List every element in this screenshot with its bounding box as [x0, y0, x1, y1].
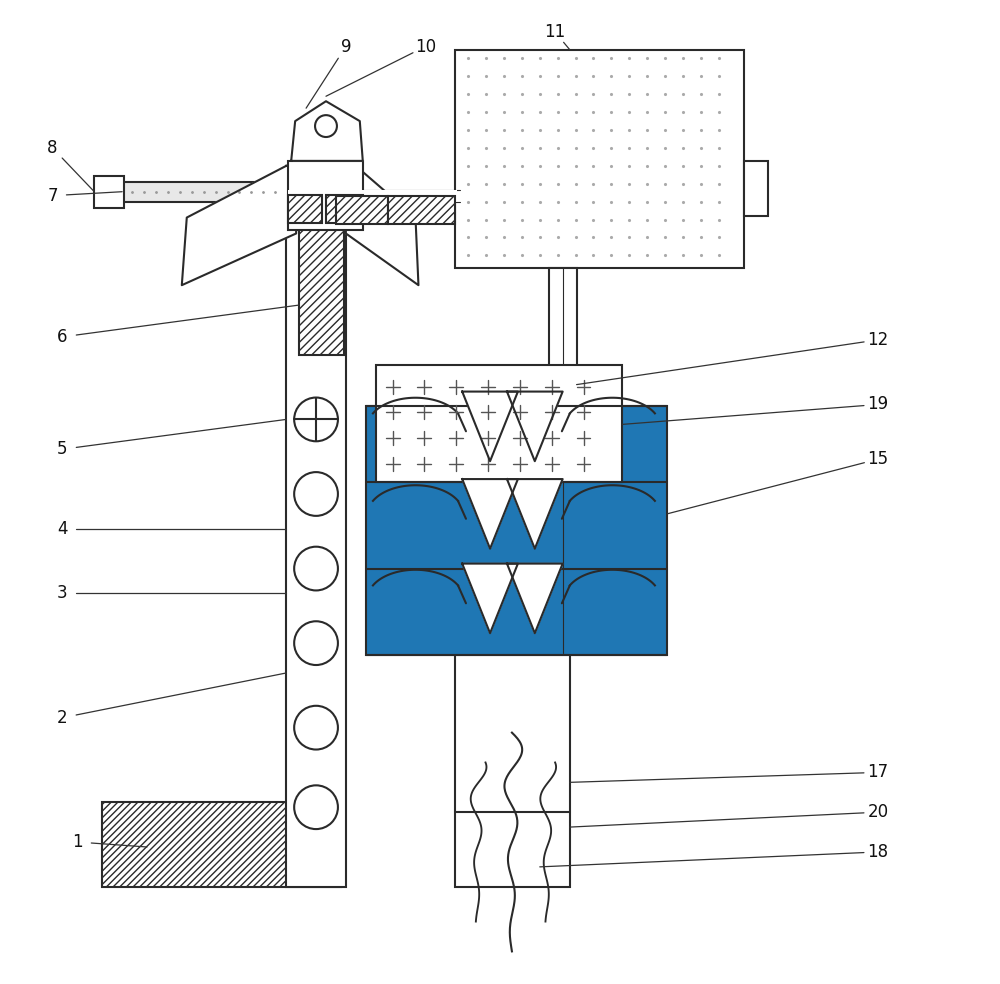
Bar — [366, 406, 667, 655]
Circle shape — [315, 115, 337, 137]
Bar — [336, 196, 388, 223]
Text: 17: 17 — [867, 764, 888, 781]
Polygon shape — [182, 166, 296, 285]
Text: 9: 9 — [341, 37, 351, 55]
Polygon shape — [346, 166, 418, 285]
Circle shape — [294, 398, 338, 441]
Bar — [549, 269, 577, 653]
Text: 6: 6 — [57, 328, 68, 346]
Text: 12: 12 — [867, 331, 888, 349]
Text: 11: 11 — [544, 23, 565, 40]
Text: 20: 20 — [867, 803, 888, 822]
Text: 19: 19 — [867, 396, 888, 413]
Polygon shape — [462, 479, 518, 549]
Bar — [299, 171, 344, 355]
Bar — [122, 182, 288, 202]
Polygon shape — [462, 392, 518, 461]
Circle shape — [294, 706, 338, 750]
Text: 8: 8 — [47, 139, 58, 157]
Text: 5: 5 — [57, 440, 68, 459]
Text: 3: 3 — [57, 584, 68, 602]
Polygon shape — [507, 479, 563, 549]
Circle shape — [294, 547, 338, 590]
Polygon shape — [507, 392, 563, 461]
Circle shape — [294, 785, 338, 830]
Text: 15: 15 — [867, 451, 888, 468]
Bar — [288, 160, 363, 230]
Text: 2: 2 — [57, 708, 68, 727]
Bar — [288, 195, 322, 222]
Bar — [744, 160, 768, 215]
Bar — [288, 190, 457, 202]
Bar — [326, 195, 363, 222]
Circle shape — [294, 472, 338, 516]
Polygon shape — [507, 564, 563, 633]
Circle shape — [294, 621, 338, 665]
Text: 10: 10 — [415, 37, 436, 55]
Text: 7: 7 — [47, 187, 58, 205]
Bar — [376, 365, 622, 482]
Text: 1: 1 — [72, 833, 83, 851]
Bar — [286, 211, 346, 887]
Polygon shape — [462, 564, 518, 633]
Text: 4: 4 — [57, 520, 68, 538]
Bar — [102, 802, 341, 887]
Bar — [388, 196, 455, 223]
Bar — [455, 49, 744, 269]
Polygon shape — [291, 101, 363, 160]
Bar — [94, 176, 124, 208]
Text: 18: 18 — [867, 843, 888, 861]
Bar — [455, 434, 570, 887]
